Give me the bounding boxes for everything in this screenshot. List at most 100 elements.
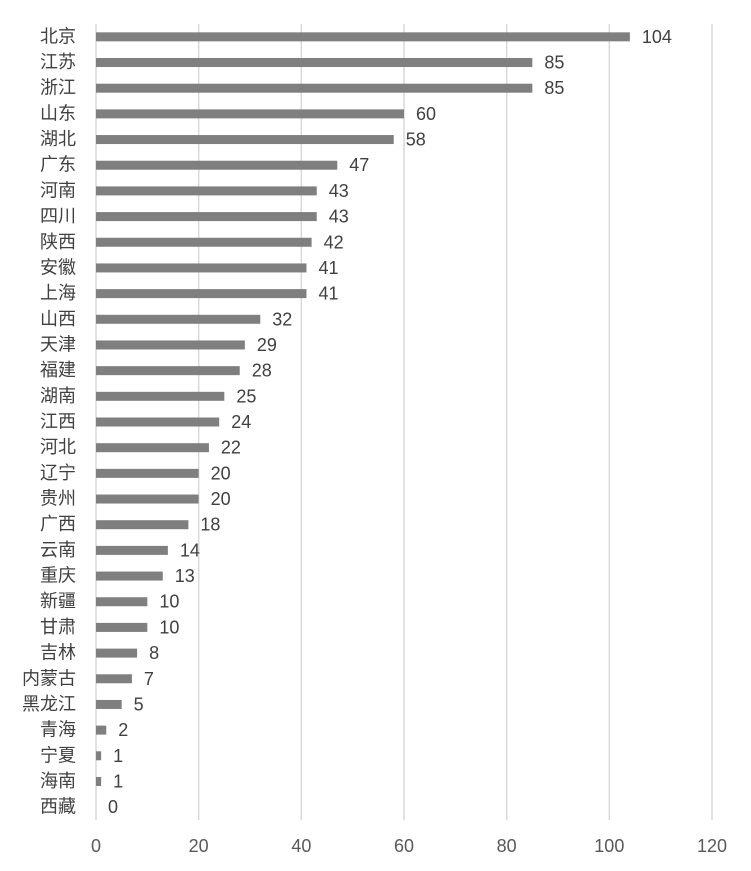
data-label: 41 — [318, 258, 338, 278]
data-labels: 1048585605847434342414132292825242220201… — [108, 27, 672, 817]
x-tick-label: 120 — [697, 836, 727, 856]
bar — [96, 725, 107, 735]
category-label: 内蒙古 — [22, 668, 76, 689]
x-axis-tick-labels: 0 20 40 60 80 100 120 — [91, 836, 727, 856]
category-label: 北京 — [40, 26, 76, 47]
bar — [96, 212, 317, 222]
category-label: 宁夏 — [40, 745, 76, 766]
x-tick-label: 20 — [189, 836, 209, 856]
bar — [96, 289, 307, 299]
bar — [96, 58, 533, 68]
category-label: 甘肃 — [40, 617, 76, 638]
category-label: 云南 — [40, 540, 76, 561]
category-label: 山西 — [40, 309, 76, 330]
category-label: 贵州 — [40, 489, 76, 510]
bar — [96, 391, 225, 401]
data-label: 7 — [144, 669, 154, 689]
bar — [96, 340, 245, 350]
data-label: 60 — [416, 104, 436, 124]
category-label: 陕西 — [40, 232, 76, 253]
data-label: 85 — [544, 78, 564, 98]
category-label: 黑龙江 — [22, 694, 76, 715]
bar — [96, 699, 122, 709]
data-label: 24 — [231, 412, 251, 432]
data-label: 43 — [329, 207, 349, 227]
data-label: 8 — [149, 643, 159, 663]
category-label: 福建 — [40, 360, 76, 381]
category-label: 湖北 — [40, 129, 76, 150]
bar — [96, 674, 132, 684]
category-label: 浙江 — [40, 78, 76, 99]
data-label: 25 — [236, 386, 256, 406]
bar — [96, 366, 240, 376]
bar — [96, 468, 199, 478]
category-label: 河南 — [40, 180, 76, 201]
category-label: 江苏 — [40, 52, 76, 73]
bar — [96, 545, 168, 555]
bar — [96, 135, 394, 145]
data-label: 0 — [108, 797, 118, 817]
data-label: 20 — [211, 463, 231, 483]
x-tick-label: 100 — [594, 836, 624, 856]
data-label: 28 — [252, 361, 272, 381]
data-label: 85 — [544, 53, 564, 73]
category-label: 天津 — [40, 334, 76, 355]
bar — [96, 520, 189, 530]
bar — [96, 160, 338, 170]
x-tick-label: 40 — [291, 836, 311, 856]
category-label: 湖南 — [40, 386, 76, 407]
bar — [96, 571, 163, 581]
bar — [96, 83, 533, 93]
bar — [96, 263, 307, 273]
bar — [96, 417, 220, 427]
data-label: 2 — [118, 720, 128, 740]
category-label: 山东 — [40, 103, 76, 124]
category-label: 河北 — [40, 437, 76, 458]
category-label: 新疆 — [40, 591, 76, 612]
category-label: 重庆 — [40, 566, 76, 587]
data-label: 10 — [159, 592, 179, 612]
bar — [96, 186, 317, 196]
data-label: 58 — [406, 130, 426, 150]
category-label: 青海 — [40, 720, 76, 741]
x-tick-label: 0 — [91, 836, 101, 856]
gridlines — [95, 24, 713, 820]
category-label: 安徽 — [40, 257, 76, 278]
category-label: 江西 — [40, 412, 76, 433]
data-label: 5 — [134, 694, 144, 714]
bar — [96, 751, 102, 761]
bar — [96, 776, 102, 786]
category-label: 广西 — [40, 514, 76, 535]
bar — [96, 32, 630, 42]
data-label: 41 — [318, 284, 338, 304]
data-label: 1 — [113, 771, 123, 791]
bar — [96, 622, 148, 632]
bar — [96, 443, 209, 453]
category-label: 上海 — [40, 283, 76, 304]
data-label: 104 — [642, 27, 672, 47]
bar — [96, 648, 138, 658]
data-label: 22 — [221, 438, 241, 458]
data-label: 14 — [180, 540, 200, 560]
bar — [96, 237, 312, 247]
data-label: 20 — [211, 489, 231, 509]
category-label: 西藏 — [40, 797, 76, 818]
data-label: 47 — [349, 155, 369, 175]
data-label: 43 — [329, 181, 349, 201]
data-label: 32 — [272, 309, 292, 329]
data-label: 13 — [175, 566, 195, 586]
category-label: 广东 — [40, 155, 76, 176]
category-label: 辽宁 — [40, 463, 76, 484]
bar — [96, 494, 199, 504]
bar — [96, 109, 404, 119]
category-label: 四川 — [40, 206, 76, 227]
bar — [96, 314, 261, 324]
bars — [96, 32, 630, 786]
data-label: 1 — [113, 746, 123, 766]
category-label: 吉林 — [40, 643, 76, 664]
category-labels: 北京江苏浙江山东湖北广东河南四川陕西安徽上海山西天津福建湖南江西河北辽宁贵州广西… — [22, 26, 76, 817]
data-label: 10 — [159, 617, 179, 637]
x-tick-label: 60 — [394, 836, 414, 856]
x-tick-label: 80 — [497, 836, 517, 856]
